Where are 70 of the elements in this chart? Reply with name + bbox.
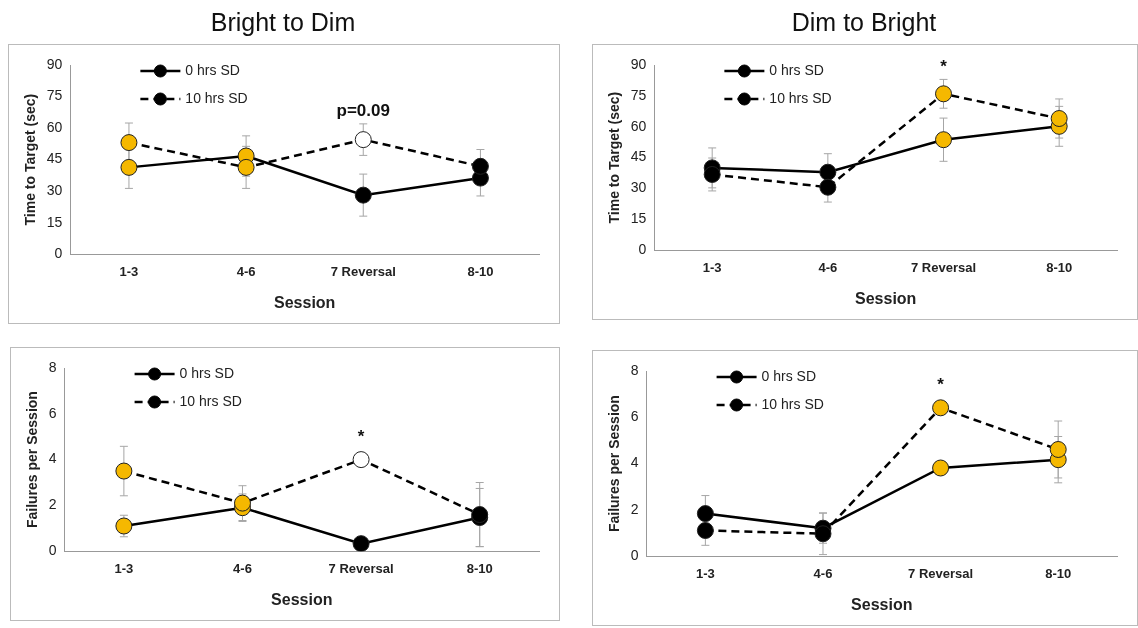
point (352, 451, 370, 469)
x-tick-label: 7 Reversal (908, 565, 974, 581)
y-tick-label: 75 (46, 87, 63, 104)
y-axis-title: Failures per Session (606, 395, 623, 533)
y-tick-label: 30 (630, 179, 647, 196)
x-tick-label: 1-3 (119, 263, 139, 279)
y-tick-label: 0 (48, 542, 57, 559)
x-tick-label: 4-6 (236, 263, 256, 279)
point (233, 494, 251, 512)
x-tick-label: 8-10 (467, 263, 494, 279)
x-tick-label: 8-10 (1045, 565, 1072, 581)
x-tick-label: 8-10 (466, 560, 493, 576)
y-tick-label: 45 (630, 148, 647, 165)
y-tick-label: 6 (48, 404, 57, 421)
point (237, 158, 255, 176)
x-tick-label: 4-6 (818, 259, 838, 275)
y-tick-label: 60 (46, 118, 63, 135)
point (354, 131, 372, 149)
legend-label: 0 hrs SD (769, 61, 824, 78)
x-axis-title: Session (851, 595, 913, 613)
legend-label: 10 hrs SD (769, 89, 832, 106)
annotation: * (357, 426, 365, 446)
y-axis-title: Time to Target (sec) (22, 93, 39, 226)
chart-title: Dim to Bright (790, 7, 938, 38)
point (354, 186, 372, 204)
y-tick-label: 45 (46, 150, 63, 167)
point (120, 134, 138, 152)
x-tick-label: 4-6 (813, 565, 833, 581)
chart-title: Bright to Dim (209, 7, 357, 38)
y-tick-label: 4 (630, 454, 639, 471)
y-tick-label: 15 (630, 210, 647, 227)
y-tick-label: 4 (48, 450, 57, 467)
x-axis-title: Session (271, 590, 333, 608)
point (115, 462, 133, 480)
y-tick-label: 90 (630, 55, 647, 72)
y-tick-label: 90 (46, 55, 63, 72)
x-axis-title: Session (274, 293, 336, 311)
x-tick-label: 1-3 (702, 259, 722, 275)
legend-label: 10 hrs SD (179, 392, 242, 409)
y-tick-label: 8 (48, 358, 57, 375)
y-axis-title: Time to Target (sec) (606, 91, 623, 224)
y-tick-label: 0 (638, 241, 647, 258)
x-tick-label: 8-10 (1046, 259, 1073, 275)
y-tick-label: 0 (630, 547, 639, 564)
y-tick-label: 8 (630, 361, 639, 378)
y-tick-label: 2 (48, 496, 57, 513)
legend-label: 10 hrs SD (185, 89, 248, 106)
y-tick-label: 75 (630, 86, 647, 103)
legend-label: 10 hrs SD (761, 395, 824, 412)
annotation: p=0.09 (336, 101, 390, 121)
point (352, 535, 370, 552)
y-tick-label: 2 (630, 500, 639, 517)
x-tick-label: 1-3 (114, 560, 134, 576)
x-tick-label: 7 Reversal (328, 560, 394, 576)
y-tick-label: 60 (630, 117, 647, 134)
legend-label: 0 hrs SD (185, 61, 240, 78)
annotation: * (940, 56, 948, 76)
legend-label: 0 hrs SD (761, 367, 817, 384)
x-tick-label: 4-6 (233, 560, 252, 576)
y-tick-label: 30 (46, 181, 63, 198)
x-axis-title: Session (855, 289, 917, 307)
x-tick-label: 1-3 (695, 565, 715, 581)
legend-label: 0 hrs SD (179, 364, 235, 381)
y-axis-title: Failures per Session (24, 391, 41, 529)
y-tick-label: 15 (46, 213, 63, 230)
annotation: * (937, 375, 945, 394)
y-tick-label: 0 (54, 245, 63, 262)
y-tick-label: 6 (630, 408, 639, 425)
x-tick-label: 7 Reversal (330, 263, 396, 279)
x-tick-label: 7 Reversal (910, 259, 977, 275)
